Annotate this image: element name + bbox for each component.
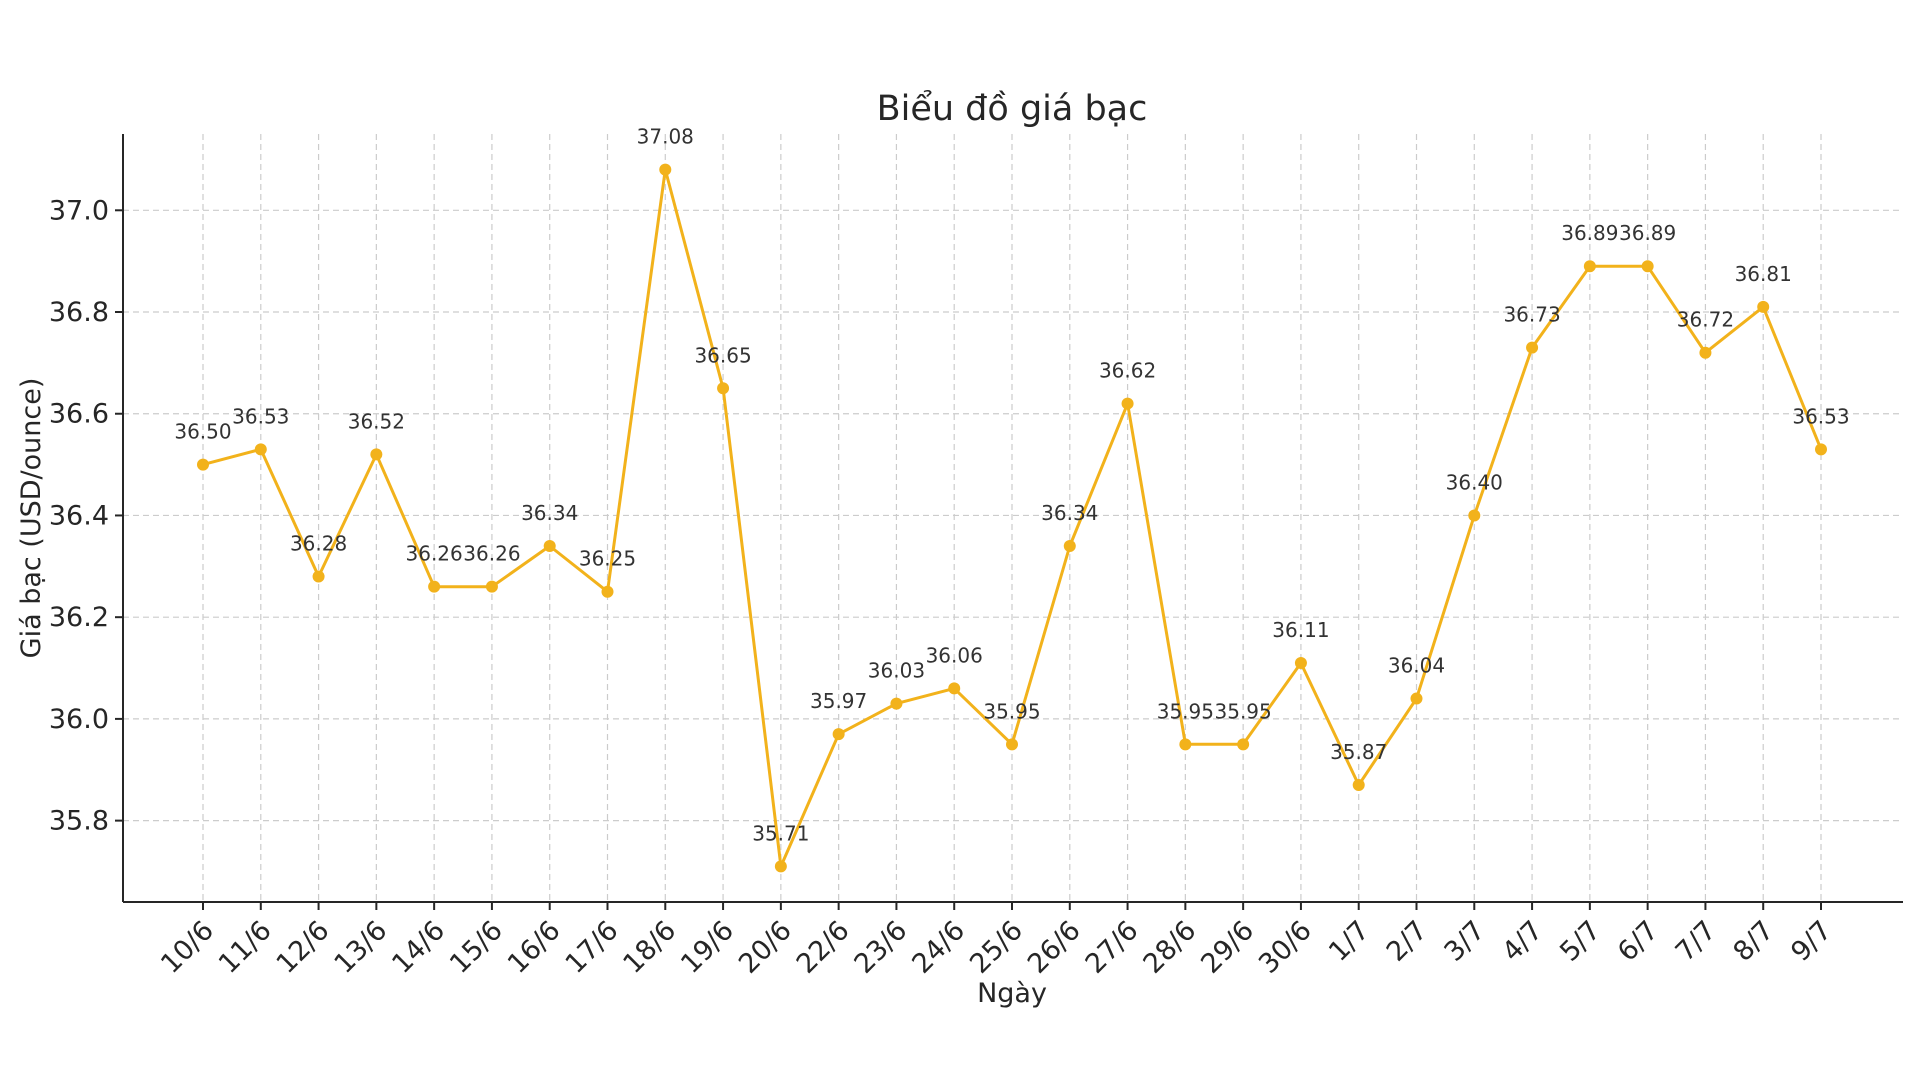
data-label: 36.26 xyxy=(406,542,463,566)
data-point xyxy=(370,448,383,461)
data-point xyxy=(1179,738,1192,751)
data-point xyxy=(1468,509,1481,522)
data-point xyxy=(312,570,325,583)
data-point xyxy=(1526,341,1539,354)
y-tick-label: 36.4 xyxy=(49,500,109,531)
data-point xyxy=(948,682,961,695)
data-point xyxy=(659,163,672,176)
data-point xyxy=(1294,656,1307,669)
data-point xyxy=(1237,738,1250,751)
data-label: 36.40 xyxy=(1446,470,1503,494)
data-point xyxy=(890,697,903,710)
data-label: 36.73 xyxy=(1503,303,1560,327)
chart-title: Biểu đồ giá bạc xyxy=(877,88,1148,129)
data-label: 36.28 xyxy=(290,531,347,555)
data-label: 36.65 xyxy=(694,343,751,367)
data-point xyxy=(717,382,730,395)
data-label: 35.71 xyxy=(752,821,809,845)
data-point xyxy=(543,539,556,552)
y-tick-label: 36.8 xyxy=(49,297,109,328)
data-label: 36.89 xyxy=(1619,221,1676,245)
data-point xyxy=(1757,300,1770,313)
y-tick-label: 36.2 xyxy=(49,602,109,633)
data-point xyxy=(197,458,209,471)
data-point xyxy=(1641,260,1654,273)
data-point xyxy=(1410,692,1423,705)
y-tick-label: 37.0 xyxy=(49,195,109,226)
data-label: 35.87 xyxy=(1330,740,1387,764)
data-label: 36.26 xyxy=(463,542,520,566)
data-label: 35.95 xyxy=(1215,699,1272,723)
y-tick-label: 36.0 xyxy=(49,704,109,735)
x-axis-label: Ngày xyxy=(977,978,1047,1009)
grid-lines xyxy=(123,134,1903,902)
data-label: 36.11 xyxy=(1272,618,1329,642)
data-point xyxy=(1815,443,1827,456)
data-label: 35.97 xyxy=(810,689,867,713)
data-label: 35.95 xyxy=(1157,699,1214,723)
data-label: 36.81 xyxy=(1735,262,1792,286)
data-point xyxy=(1699,346,1712,359)
data-point xyxy=(1121,397,1134,410)
data-label: 36.06 xyxy=(926,643,983,667)
data-label: 35.95 xyxy=(983,699,1040,723)
data-label: 36.03 xyxy=(868,659,925,683)
data-label: 36.62 xyxy=(1099,359,1156,383)
data-point xyxy=(485,580,498,593)
data-point xyxy=(601,585,614,598)
data-point xyxy=(1583,260,1596,273)
data-label: 36.52 xyxy=(348,409,405,433)
data-label: 36.53 xyxy=(232,404,289,428)
data-label: 36.72 xyxy=(1677,308,1734,332)
y-tick-label: 36.6 xyxy=(49,399,109,430)
data-label: 36.04 xyxy=(1388,654,1445,678)
data-points xyxy=(197,163,1827,873)
data-point xyxy=(1063,539,1076,552)
data-point xyxy=(832,728,845,741)
data-point xyxy=(428,580,441,593)
data-label: 36.25 xyxy=(579,547,636,571)
data-label: 36.34 xyxy=(1041,501,1098,525)
data-label: 36.50 xyxy=(174,420,231,444)
data-label: 36.34 xyxy=(521,501,578,525)
data-label: 36.53 xyxy=(1792,404,1849,428)
data-label: 36.89 xyxy=(1561,221,1618,245)
data-point xyxy=(774,860,787,873)
y-axis-label: Giá bạc (USD/ounce) xyxy=(16,378,47,659)
data-point xyxy=(1006,738,1018,751)
y-tick-labels: 35.8 36.0 36.2 36.4 36.6 36.8 37.0 xyxy=(49,195,123,837)
data-point xyxy=(1352,779,1365,792)
data-label: 37.08 xyxy=(637,125,694,149)
data-point xyxy=(254,443,267,456)
y-tick-label: 35.8 xyxy=(49,806,109,837)
